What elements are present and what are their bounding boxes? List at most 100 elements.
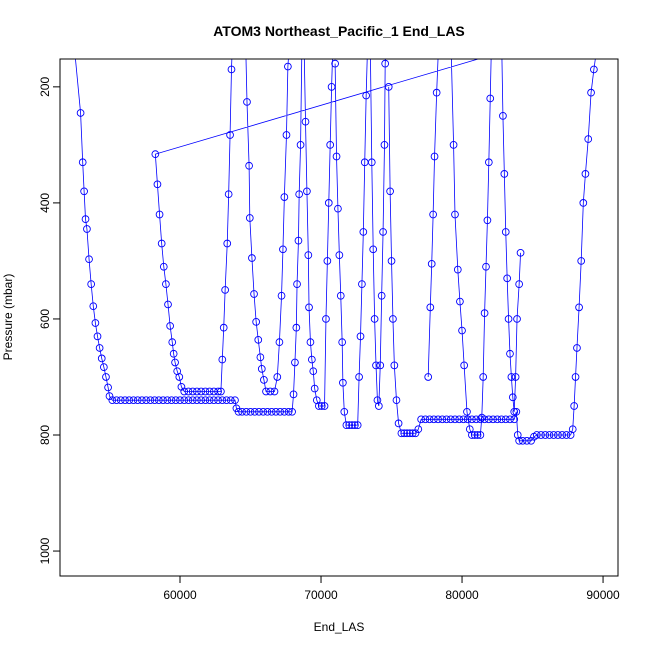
data-point — [501, 415, 510, 424]
data-point — [315, 402, 323, 410]
data-point — [326, 141, 335, 149]
data-point — [342, 421, 351, 429]
data-point — [97, 354, 106, 363]
data-point — [386, 187, 394, 196]
data-point — [554, 431, 562, 439]
data-point — [214, 396, 222, 405]
data-point — [512, 407, 521, 416]
data-point — [105, 392, 114, 400]
data-point — [242, 407, 251, 416]
x-tick-label: 60000 — [163, 588, 197, 602]
data-point — [217, 387, 225, 396]
data-point — [573, 344, 581, 352]
data-point — [304, 251, 313, 259]
data-point — [266, 387, 275, 396]
data-point — [293, 280, 301, 288]
data-point — [406, 429, 414, 438]
data-point — [513, 315, 521, 323]
data-point — [575, 303, 583, 312]
data-point — [214, 387, 222, 396]
data-point — [510, 407, 519, 416]
data-point — [545, 431, 554, 439]
data-point — [515, 436, 523, 445]
data-point — [446, 415, 455, 424]
data-point — [463, 407, 471, 416]
data-point — [348, 421, 356, 429]
data-point — [584, 135, 593, 143]
data-point — [201, 396, 210, 405]
data-point — [296, 141, 305, 149]
data-point — [579, 199, 588, 207]
data-point — [482, 262, 490, 271]
data-point — [231, 396, 239, 405]
data-point — [201, 387, 210, 396]
data-point — [590, 65, 598, 74]
data-point — [218, 396, 227, 405]
data-point — [168, 338, 177, 347]
data-point — [259, 407, 268, 416]
data-point — [403, 429, 411, 438]
data-point — [238, 407, 246, 416]
data-point — [252, 318, 261, 326]
data-point — [279, 245, 287, 254]
data-point — [483, 216, 492, 225]
data-point — [515, 280, 523, 288]
data-point — [291, 358, 299, 367]
data-point — [408, 429, 417, 438]
data-point — [250, 407, 259, 416]
data-point — [153, 180, 162, 189]
data-point — [438, 415, 447, 424]
data-point — [511, 373, 520, 381]
data-point — [562, 431, 571, 439]
data-point — [360, 158, 369, 167]
y-tick-label: 1000 — [38, 537, 52, 564]
data-point — [577, 257, 586, 265]
data-point — [280, 193, 289, 201]
x-tick-label: 90000 — [586, 588, 620, 602]
data-point — [85, 255, 93, 264]
data-point — [275, 338, 284, 347]
data-point — [169, 349, 178, 358]
data-point — [93, 332, 102, 341]
data-point — [451, 415, 459, 424]
y-tick-label: 800 — [38, 425, 52, 445]
data-point — [394, 419, 403, 428]
data-point — [155, 396, 163, 405]
data-point — [129, 396, 138, 405]
data-point — [381, 59, 390, 68]
data-point — [516, 248, 525, 257]
data-point — [125, 396, 134, 405]
data-point — [458, 326, 466, 335]
data-point — [414, 425, 423, 434]
data-point — [339, 378, 347, 387]
data-point — [205, 396, 214, 405]
data-point — [294, 236, 303, 245]
data-point — [358, 280, 366, 288]
data-point — [499, 112, 507, 120]
data-point — [432, 88, 441, 97]
data-point — [320, 402, 329, 410]
data-point — [587, 88, 595, 97]
data-point — [479, 373, 488, 381]
data-point — [171, 358, 179, 367]
data-point — [523, 436, 531, 445]
data-point — [157, 239, 166, 248]
data-point — [451, 210, 459, 219]
data-point — [175, 373, 184, 381]
data-point — [150, 396, 159, 405]
data-point — [171, 396, 180, 405]
data-point — [332, 152, 341, 161]
data-point — [162, 280, 170, 288]
data-point — [426, 303, 435, 312]
data-point — [248, 254, 256, 262]
data-point — [541, 431, 550, 439]
data-point — [379, 228, 387, 236]
data-point — [218, 355, 227, 364]
data-point — [159, 262, 168, 271]
data-point — [389, 315, 397, 323]
data-point — [270, 387, 279, 396]
data-point — [263, 407, 272, 416]
data-point — [288, 407, 296, 416]
